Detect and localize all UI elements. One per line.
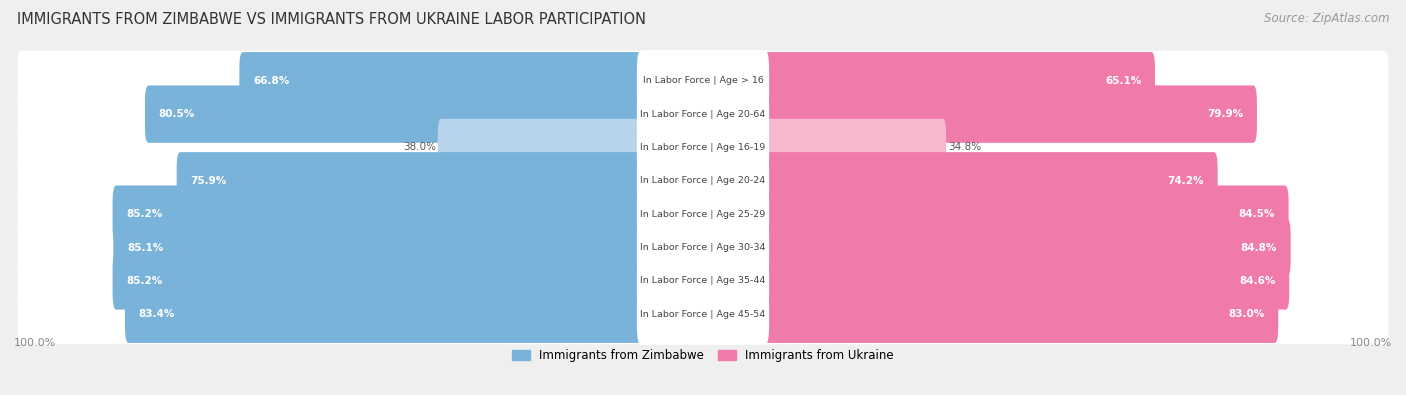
FancyBboxPatch shape — [637, 184, 769, 245]
Text: In Labor Force | Age 25-29: In Labor Force | Age 25-29 — [640, 210, 766, 219]
Text: In Labor Force | Age 35-44: In Labor Force | Age 35-44 — [640, 276, 766, 286]
FancyBboxPatch shape — [637, 117, 769, 178]
FancyBboxPatch shape — [177, 152, 706, 209]
Text: 85.2%: 85.2% — [127, 276, 163, 286]
Text: 84.6%: 84.6% — [1239, 276, 1275, 286]
FancyBboxPatch shape — [637, 150, 769, 211]
Text: 75.9%: 75.9% — [190, 176, 226, 186]
FancyBboxPatch shape — [145, 85, 706, 143]
FancyBboxPatch shape — [17, 251, 1389, 311]
Text: 85.2%: 85.2% — [127, 209, 163, 219]
FancyBboxPatch shape — [17, 117, 1389, 177]
FancyBboxPatch shape — [437, 119, 706, 176]
FancyBboxPatch shape — [700, 119, 946, 176]
Text: 84.8%: 84.8% — [1240, 243, 1277, 252]
Text: 83.0%: 83.0% — [1229, 309, 1264, 319]
FancyBboxPatch shape — [112, 186, 706, 243]
Text: Source: ZipAtlas.com: Source: ZipAtlas.com — [1264, 12, 1389, 25]
Text: In Labor Force | Age 30-34: In Labor Force | Age 30-34 — [640, 243, 766, 252]
Text: In Labor Force | Age 20-24: In Labor Force | Age 20-24 — [640, 176, 766, 185]
FancyBboxPatch shape — [637, 217, 769, 278]
FancyBboxPatch shape — [17, 184, 1389, 244]
Text: IMMIGRANTS FROM ZIMBABWE VS IMMIGRANTS FROM UKRAINE LABOR PARTICIPATION: IMMIGRANTS FROM ZIMBABWE VS IMMIGRANTS F… — [17, 12, 645, 27]
Text: 100.0%: 100.0% — [14, 338, 56, 348]
Text: 80.5%: 80.5% — [159, 109, 195, 119]
FancyBboxPatch shape — [700, 152, 1218, 209]
Text: 83.4%: 83.4% — [139, 309, 176, 319]
FancyBboxPatch shape — [114, 219, 706, 276]
FancyBboxPatch shape — [700, 186, 1289, 243]
Text: 65.1%: 65.1% — [1105, 76, 1142, 86]
FancyBboxPatch shape — [700, 219, 1291, 276]
Text: 38.0%: 38.0% — [402, 143, 436, 152]
Text: 79.9%: 79.9% — [1206, 109, 1243, 119]
FancyBboxPatch shape — [17, 284, 1389, 344]
FancyBboxPatch shape — [17, 218, 1389, 278]
FancyBboxPatch shape — [637, 250, 769, 312]
Text: 34.8%: 34.8% — [948, 143, 981, 152]
FancyBboxPatch shape — [637, 83, 769, 145]
FancyBboxPatch shape — [637, 50, 769, 111]
FancyBboxPatch shape — [700, 85, 1257, 143]
FancyBboxPatch shape — [700, 252, 1289, 310]
FancyBboxPatch shape — [17, 84, 1389, 144]
FancyBboxPatch shape — [637, 284, 769, 345]
Text: 100.0%: 100.0% — [1350, 338, 1392, 348]
FancyBboxPatch shape — [700, 52, 1154, 109]
Text: 74.2%: 74.2% — [1167, 176, 1204, 186]
Text: In Labor Force | Age 20-64: In Labor Force | Age 20-64 — [640, 109, 766, 118]
Text: In Labor Force | Age 45-54: In Labor Force | Age 45-54 — [640, 310, 766, 319]
FancyBboxPatch shape — [125, 286, 706, 343]
Text: In Labor Force | Age 16-19: In Labor Force | Age 16-19 — [640, 143, 766, 152]
FancyBboxPatch shape — [17, 51, 1389, 111]
Text: 85.1%: 85.1% — [127, 243, 163, 252]
Text: In Labor Force | Age > 16: In Labor Force | Age > 16 — [643, 76, 763, 85]
Text: 84.5%: 84.5% — [1239, 209, 1275, 219]
FancyBboxPatch shape — [112, 252, 706, 310]
Legend: Immigrants from Zimbabwe, Immigrants from Ukraine: Immigrants from Zimbabwe, Immigrants fro… — [509, 346, 897, 366]
FancyBboxPatch shape — [239, 52, 706, 109]
FancyBboxPatch shape — [17, 151, 1389, 211]
Text: 66.8%: 66.8% — [253, 76, 290, 86]
FancyBboxPatch shape — [700, 286, 1278, 343]
